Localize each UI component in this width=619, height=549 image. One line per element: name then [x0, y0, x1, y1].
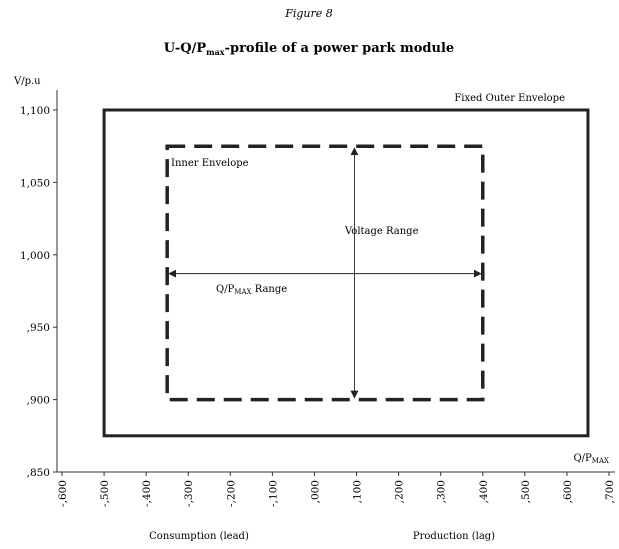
- q-range-label: Q/PMAX Range: [216, 284, 287, 296]
- y-tick-label: ,900: [27, 395, 50, 407]
- voltage-range-label: Voltage Range: [344, 226, 419, 237]
- x-tick-label: -,300: [183, 480, 195, 507]
- y-axis-label: V/p.u: [13, 76, 41, 87]
- y-tick-label: 1,100: [20, 105, 50, 117]
- fixed-outer-envelope: [102, 108, 590, 438]
- consumption-label: Consumption (lead): [149, 531, 249, 542]
- x-tick-label: ,200: [394, 480, 406, 503]
- x-tick-label: -,400: [141, 480, 153, 507]
- x-ticks: -,600 -,500 -,400 -,300 -,200 -,100 ,000 ,100 ,2…: [57, 472, 616, 507]
- y-tick-label: ,950: [27, 322, 50, 334]
- inner-envelope-label: Inner Envelope: [171, 158, 249, 169]
- x-tick-label: -,500: [99, 480, 111, 507]
- x-tick-label: ,500: [520, 480, 532, 503]
- x-tick-label: -,100: [267, 480, 279, 507]
- x-tick-label: ,100: [352, 480, 364, 503]
- y-tick-label: 1,000: [20, 250, 50, 262]
- x-tick-label: ,400: [478, 480, 490, 503]
- x-axis-label: Q/PMAX: [573, 453, 609, 465]
- figure-label: Figure 8: [284, 7, 333, 20]
- outer-envelope-label: Fixed Outer Envelope: [454, 93, 565, 104]
- production-label: Production (lag): [413, 531, 495, 542]
- x-tick-label: -,200: [225, 480, 237, 507]
- x-tick-label: ,600: [562, 480, 574, 503]
- x-tick-label: ,300: [436, 480, 448, 503]
- y-tick-label: ,850: [27, 467, 50, 479]
- y-ticks: ,850 ,900 ,950 1,000 1,050 1,100: [20, 105, 57, 479]
- inner-envelope: [165, 144, 485, 402]
- y-tick-label: 1,050: [20, 177, 50, 189]
- x-tick-label: ,700: [604, 480, 616, 503]
- chart-title: U-Q/Pmax-profile of a power park module: [164, 41, 454, 57]
- x-tick-label: ,000: [309, 480, 321, 503]
- x-tick-label: -,600: [57, 480, 69, 507]
